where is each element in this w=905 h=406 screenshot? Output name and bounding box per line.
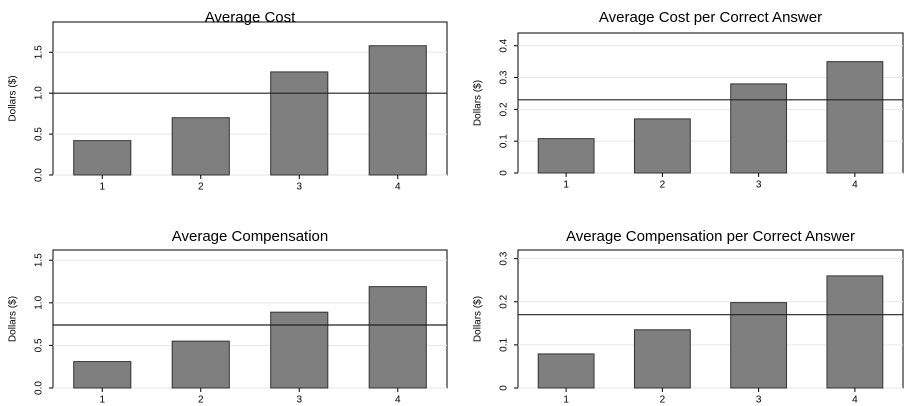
bar — [826, 61, 884, 174]
y-axis-label: Dollars ($) — [473, 80, 484, 126]
x-tick-label: 4 — [395, 182, 401, 193]
bar — [730, 83, 788, 174]
y-tick-label: 0.2 — [499, 294, 510, 308]
x-tick-label: 1 — [99, 395, 105, 406]
y-tick-label: 0 — [499, 385, 510, 391]
bar — [270, 71, 329, 176]
bar — [537, 353, 595, 389]
y-tick-label: 0.5 — [34, 127, 45, 141]
y-tick-label: 0.5 — [34, 338, 45, 352]
bar — [633, 118, 691, 174]
chart-title: Average Compensation per Correct Answer — [566, 228, 855, 245]
x-tick-label: 2 — [198, 395, 204, 406]
y-tick-label: 1.0 — [34, 295, 45, 309]
x-tick-label: 2 — [198, 182, 204, 193]
y-tick-label: 0.4 — [499, 38, 510, 52]
y-tick-label: 0.0 — [34, 168, 45, 182]
y-tick-label: 0 — [499, 170, 510, 176]
bar — [171, 340, 230, 389]
x-tick-label: 1 — [563, 180, 569, 191]
x-tick-label: 4 — [395, 395, 401, 406]
chart-title: Average Compensation — [172, 228, 329, 245]
bar — [73, 140, 132, 176]
chart-title: Average Cost per Correct Answer — [599, 9, 822, 26]
x-tick-label: 4 — [852, 180, 858, 191]
bar — [826, 275, 884, 389]
bar — [368, 45, 427, 176]
y-tick-label: 0.0 — [34, 381, 45, 395]
bar — [73, 361, 132, 389]
x-tick-label: 1 — [563, 395, 569, 406]
y-tick-label: 0.2 — [499, 102, 510, 116]
x-tick-label: 3 — [296, 182, 302, 193]
y-tick-label: 0.3 — [499, 70, 510, 84]
y-tick-label: 0.1 — [499, 134, 510, 148]
y-tick-label: 1.0 — [34, 86, 45, 100]
bar — [270, 311, 329, 389]
chart-title: Average Cost — [205, 9, 296, 26]
bar — [730, 302, 788, 389]
y-tick-label: 0.3 — [499, 251, 510, 265]
bar — [171, 117, 230, 176]
x-tick-label: 2 — [660, 395, 666, 406]
x-tick-label: 3 — [756, 180, 762, 191]
y-axis-label: Dollars ($) — [8, 75, 19, 121]
x-tick-label: 3 — [756, 395, 762, 406]
y-tick-label: 0.1 — [499, 337, 510, 351]
bar — [368, 286, 427, 389]
y-tick-label: 1.5 — [34, 253, 45, 267]
x-tick-label: 4 — [852, 395, 858, 406]
y-axis-label: Dollars ($) — [8, 296, 19, 342]
x-tick-label: 1 — [99, 182, 105, 193]
x-tick-label: 2 — [660, 180, 666, 191]
bar — [537, 138, 595, 174]
bar — [633, 329, 691, 389]
y-axis-label: Dollars ($) — [473, 296, 484, 342]
x-tick-label: 3 — [296, 395, 302, 406]
y-tick-label: 1.5 — [34, 45, 45, 59]
